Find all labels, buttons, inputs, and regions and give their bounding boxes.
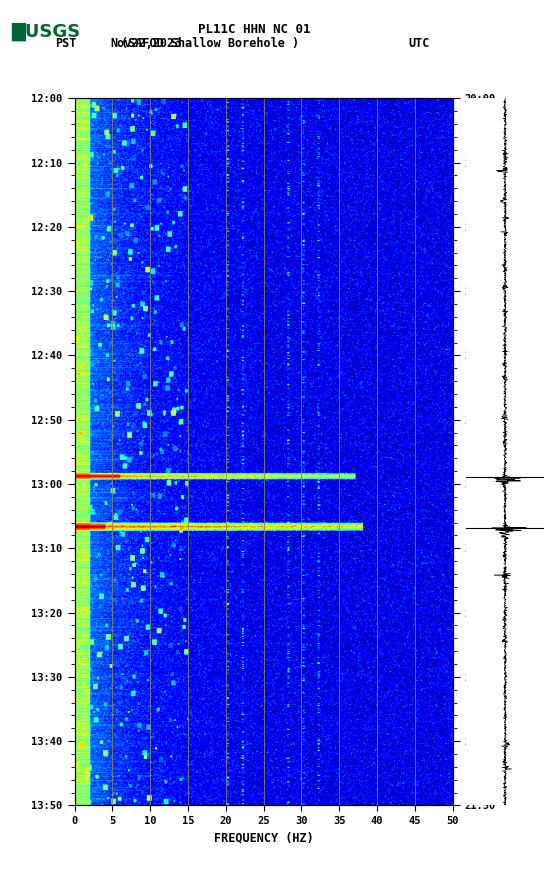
Text: PL11C HHN NC 01: PL11C HHN NC 01 [198,23,310,37]
Text: █USGS: █USGS [11,22,80,41]
X-axis label: FREQUENCY (HZ): FREQUENCY (HZ) [214,831,314,845]
Text: Nov22,2023: Nov22,2023 [110,37,182,50]
Text: PST: PST [55,37,77,50]
Text: (SAFOD Shallow Borehole ): (SAFOD Shallow Borehole ) [121,37,299,50]
Text: UTC: UTC [408,37,430,50]
